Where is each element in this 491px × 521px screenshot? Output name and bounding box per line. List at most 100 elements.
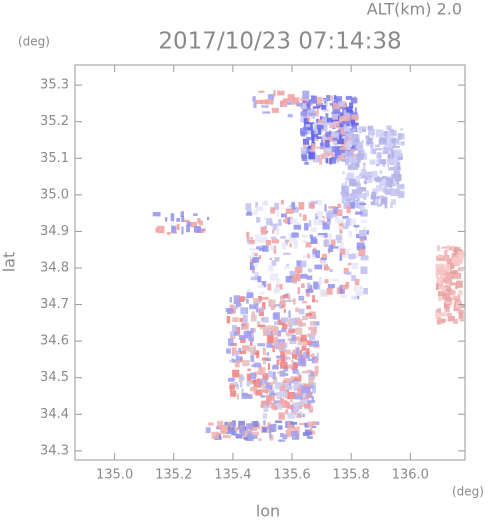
y-tick-label: 34.4 xyxy=(40,407,69,422)
echo-cell xyxy=(310,102,313,106)
echo-cell xyxy=(387,154,395,162)
echo-cell xyxy=(345,271,352,275)
echo-cell xyxy=(329,103,333,106)
echo-cell xyxy=(274,403,281,407)
chart-title: 2017/10/23 07:14:38 xyxy=(158,29,401,55)
echo-cell xyxy=(299,213,302,217)
echo-cell xyxy=(260,400,268,406)
echo-cell xyxy=(359,235,367,241)
echo-cell xyxy=(344,181,348,184)
echo-cell xyxy=(327,233,332,241)
echo-cell xyxy=(304,161,309,165)
echo-cell xyxy=(253,210,258,215)
echo-cell xyxy=(257,276,262,283)
echo-cell xyxy=(436,276,444,285)
echo-cell xyxy=(339,149,348,154)
echo-cell xyxy=(335,234,343,241)
echo-cell xyxy=(242,360,250,367)
echo-cell xyxy=(279,384,288,392)
echo-cell xyxy=(262,111,271,114)
echo-cell xyxy=(303,386,311,394)
echo-cell xyxy=(323,124,328,131)
echo-cell xyxy=(300,399,309,407)
echo-cell xyxy=(267,335,274,344)
echo-cell xyxy=(438,296,442,301)
echo-cell xyxy=(382,151,390,155)
echo-cell xyxy=(176,223,180,231)
echo-cell xyxy=(352,154,359,158)
echo-cell xyxy=(453,302,456,308)
echo-cell xyxy=(259,324,265,330)
echo-cell xyxy=(309,234,313,239)
echo-cell xyxy=(232,331,239,336)
echo-cell xyxy=(337,122,340,129)
echo-cell xyxy=(386,161,390,167)
echo-cell xyxy=(350,97,358,104)
echo-cell xyxy=(285,208,294,214)
echo-cell xyxy=(437,282,444,290)
echo-cell xyxy=(231,347,237,355)
echo-cell xyxy=(321,258,327,266)
echo-cell xyxy=(280,351,285,357)
echo-cell xyxy=(326,117,333,123)
echo-cell xyxy=(396,184,405,190)
echo-cell xyxy=(346,123,350,126)
echo-cell xyxy=(279,370,286,377)
echo-cell xyxy=(274,202,280,211)
echo-cell xyxy=(233,308,237,314)
echo-cell xyxy=(239,318,244,322)
echo-cell xyxy=(273,245,277,254)
echo-cell xyxy=(302,352,306,358)
echo-cell xyxy=(271,107,279,113)
echo-cell xyxy=(304,429,313,436)
echo-cell xyxy=(324,279,329,284)
echo-cell xyxy=(262,373,269,380)
echo-cell xyxy=(337,203,342,209)
echo-cell xyxy=(266,329,269,335)
echo-cell xyxy=(245,394,253,399)
y-tick-label: 34.9 xyxy=(40,224,69,239)
echo-cell xyxy=(312,295,315,303)
echo-cell xyxy=(285,349,291,355)
echo-cell xyxy=(291,430,298,436)
echo-cell xyxy=(320,288,328,297)
echo-cell xyxy=(240,357,243,363)
echo-cell xyxy=(280,213,287,218)
echo-cell xyxy=(326,287,333,295)
echo-cell xyxy=(249,425,258,432)
echo-cell xyxy=(396,189,401,194)
echo-cell xyxy=(300,334,307,342)
echo-cell xyxy=(250,341,253,347)
echo-cell xyxy=(233,301,241,305)
echo-cell xyxy=(336,209,343,217)
echo-cell xyxy=(271,387,274,392)
echo-cell xyxy=(458,309,464,315)
echo-cell xyxy=(320,257,327,261)
echo-cell xyxy=(300,147,307,154)
echo-cell xyxy=(451,253,459,258)
echo-cell xyxy=(298,324,304,327)
echo-cell xyxy=(291,202,295,210)
echo-cell xyxy=(252,256,260,263)
echo-cell xyxy=(344,134,348,142)
echo-cell xyxy=(280,100,288,107)
echo-cell xyxy=(313,281,319,289)
echo-cell xyxy=(446,301,453,305)
echo-cell xyxy=(454,298,460,304)
echo-cell xyxy=(249,261,254,270)
echo-cell xyxy=(321,117,329,125)
echo-cell xyxy=(255,308,259,313)
echo-cell xyxy=(287,421,294,430)
echo-cell xyxy=(459,319,465,322)
echo-cell xyxy=(342,250,350,258)
echo-cell xyxy=(312,331,316,337)
echo-cell xyxy=(312,154,320,163)
echo-cell xyxy=(347,164,353,171)
echo-cell xyxy=(252,431,260,436)
echo-cell xyxy=(352,252,360,259)
echo-cell xyxy=(256,321,261,328)
echo-cell xyxy=(307,369,313,374)
echo-cell xyxy=(240,307,247,315)
echo-cell xyxy=(261,357,269,361)
echo-cell xyxy=(353,224,360,228)
